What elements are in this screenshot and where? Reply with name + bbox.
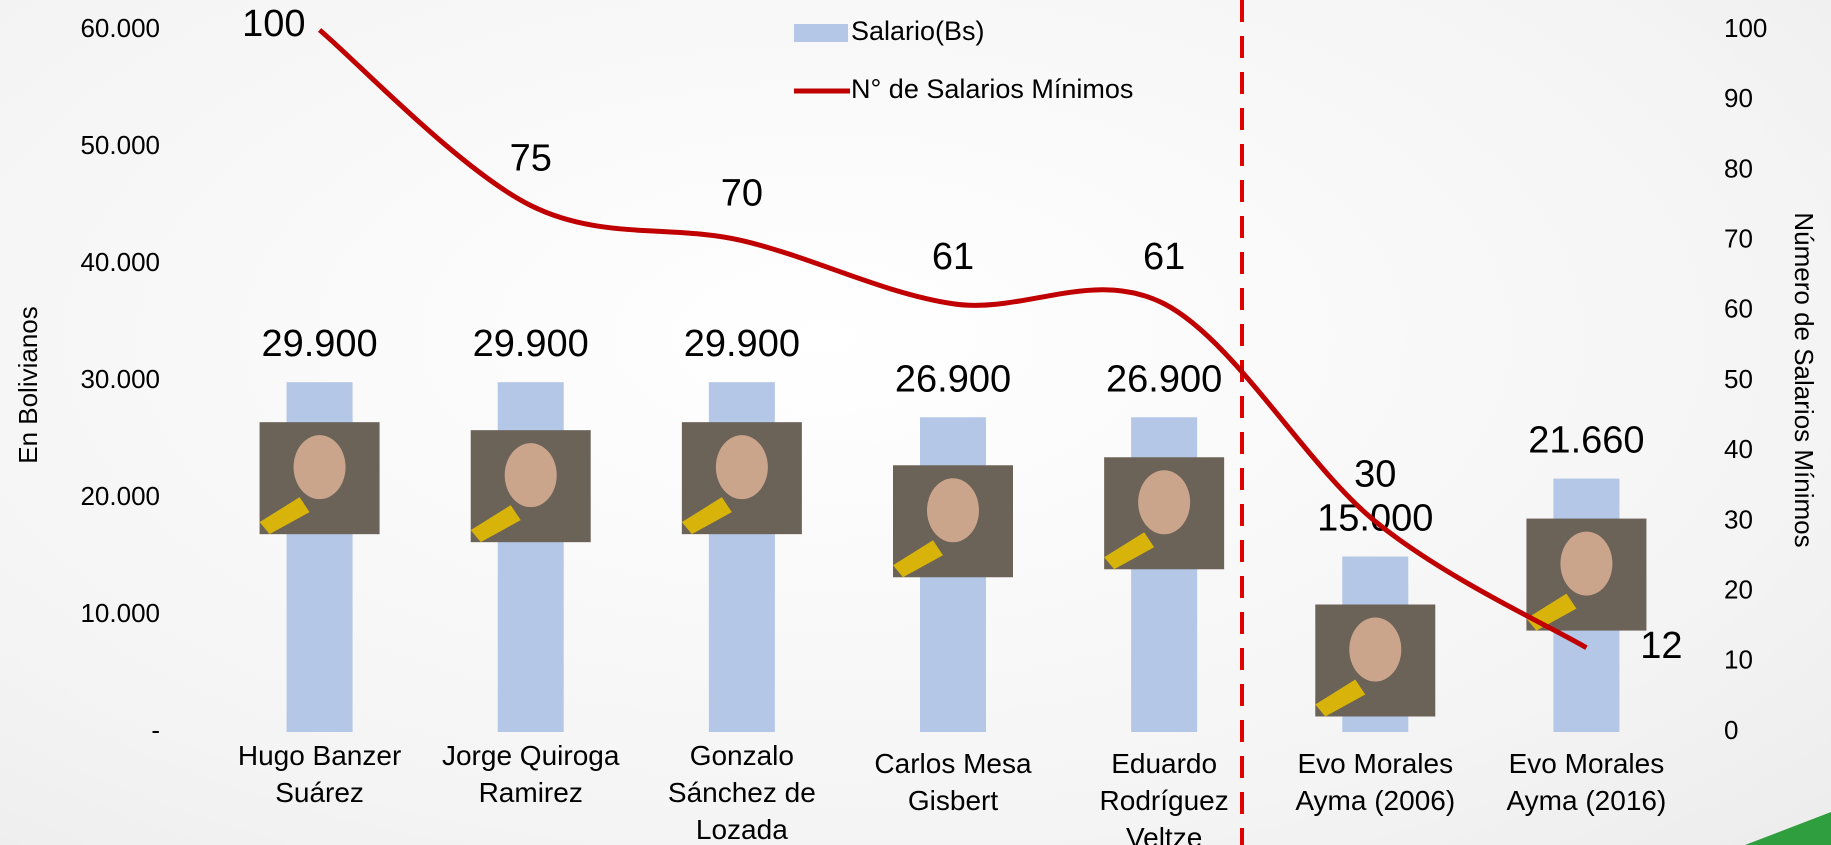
legend-swatch [794,24,848,42]
y2-tick-label: 0 [1724,715,1738,745]
portrait-face [504,443,557,508]
line-value-label: 61 [1143,236,1185,278]
line [317,28,1588,650]
corner-decoration [1745,812,1831,845]
y2-tick-label: 50 [1724,364,1753,394]
line-value-label: 100 [242,3,305,45]
y2-tick-label: 40 [1724,434,1753,464]
y-tick-label: 40.000 [80,247,160,277]
portrait-face [715,435,768,500]
portrait-face [1349,617,1402,682]
y2-tick-label: 20 [1724,574,1753,604]
value-label: 29.900 [473,323,589,365]
value-label: 26.900 [1106,358,1222,400]
portrait-sash [470,505,521,543]
value-label: 29.900 [684,323,800,365]
y2-axis-title: Número de Salarios Mínimos [1789,212,1819,547]
portrait-face [1138,470,1191,535]
y2-tick-label: 10 [1724,645,1753,675]
portrait-sash [259,497,310,535]
y2-tick-label: 90 [1724,83,1753,113]
x-tick-label: Carlos Mesa Gisbert [874,748,1032,816]
y2-tick-label: 70 [1724,223,1753,253]
value-label: 29.900 [261,323,377,365]
y2-tick-label: 80 [1724,153,1753,183]
y-tick-label: 50.000 [80,130,160,160]
legend-label: N° de Salarios Mínimos [851,74,1133,104]
portrait-face [927,478,979,543]
y-axis-title: En Bolivianos [13,306,43,464]
x-tick-label: Jorge Quiroga Ramirez [441,740,620,808]
x-tick-label: Evo Morales Ayma (2006) [1295,748,1456,816]
portrait-sash [893,540,943,578]
value-label: 21.660 [1528,420,1644,462]
value-label: 26.900 [895,358,1011,400]
y-tick-label: 30.000 [80,364,160,394]
y-tick-label: - [151,715,160,745]
portrait-sash [1104,532,1155,570]
portrait-face [293,435,346,500]
x-tick-label: Hugo Banzer Suárez [237,740,402,808]
y2-tick-label: 60 [1724,294,1753,324]
legend-label: Salario(Bs) [851,16,985,46]
x-tick-label: Gonzalo Sánchez de Lozada [667,740,816,845]
y2-tick-label: 100 [1724,13,1767,43]
y-tick-label: 10.000 [80,598,160,628]
x-tick-label: Eduardo Rodríguez Veltze [1099,748,1229,845]
x-tick-label: Evo Morales Ayma (2016) [1506,748,1667,816]
y-tick-label: 60.000 [80,13,160,43]
line-value-label: 12 [1640,625,1682,667]
y2-tick-label: 30 [1724,504,1753,534]
line-value-label: 61 [932,236,974,278]
portrait-face [1560,531,1613,596]
line-value-label: 30 [1354,453,1396,495]
line-value-label: 70 [721,173,763,215]
line-value-label: 75 [510,138,552,180]
portrait-sash [1315,679,1366,717]
y-tick-label: 20.000 [80,481,160,511]
portrait-sash [681,497,732,535]
